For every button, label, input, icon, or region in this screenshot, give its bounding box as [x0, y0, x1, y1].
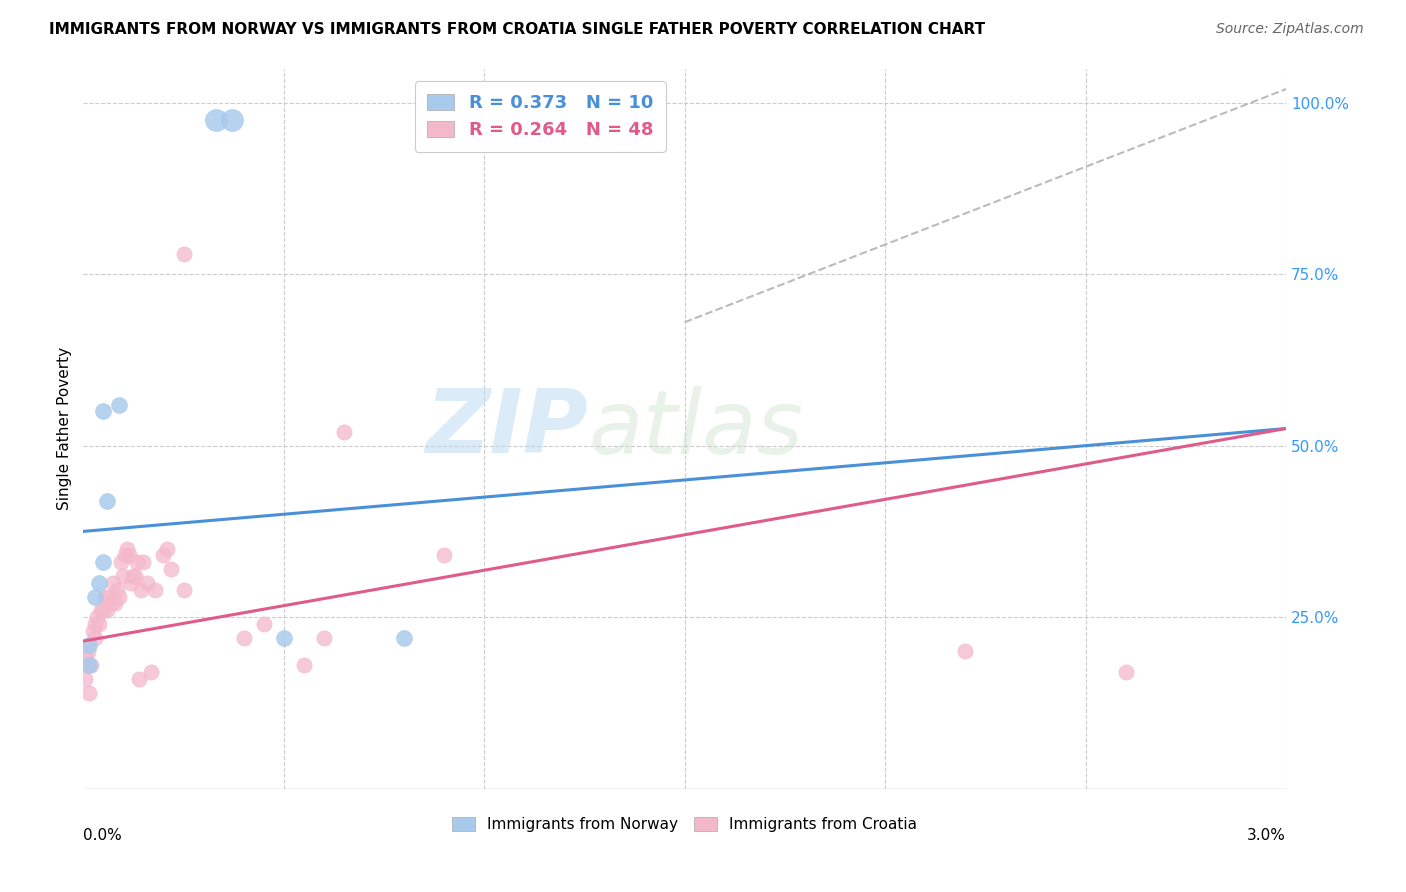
Point	[84, 617, 107, 632]
Point	[80, 658, 103, 673]
Point	[105, 582, 128, 597]
Point	[433, 549, 456, 563]
Point	[112, 569, 135, 583]
Point	[118, 549, 141, 563]
Text: 0.0%: 0.0%	[83, 828, 122, 843]
Point	[273, 631, 295, 645]
Point	[82, 624, 104, 638]
Point	[253, 617, 276, 632]
Point	[392, 631, 415, 645]
Point	[84, 631, 107, 645]
Point	[91, 404, 114, 418]
Point	[117, 541, 139, 556]
Point	[132, 555, 155, 569]
Point	[89, 617, 111, 632]
Point	[160, 562, 183, 576]
Point	[104, 596, 127, 610]
Point	[152, 549, 174, 563]
Point	[84, 590, 107, 604]
Point	[76, 651, 98, 665]
Point	[77, 644, 100, 658]
Point	[79, 658, 101, 673]
Point	[122, 569, 145, 583]
Point	[141, 665, 163, 679]
Legend: Immigrants from Norway, Immigrants from Croatia: Immigrants from Norway, Immigrants from …	[446, 811, 922, 838]
Point	[98, 590, 121, 604]
Point	[79, 638, 101, 652]
Point	[173, 246, 195, 260]
Point	[136, 575, 159, 590]
Point	[1115, 665, 1137, 679]
Point	[955, 644, 977, 658]
Point	[76, 658, 98, 673]
Point	[120, 575, 142, 590]
Point	[96, 603, 118, 617]
Point	[127, 555, 149, 569]
Point	[145, 582, 167, 597]
Point	[86, 610, 108, 624]
Text: atlas: atlas	[589, 385, 803, 472]
Point	[103, 575, 125, 590]
Point	[91, 555, 114, 569]
Point	[124, 569, 146, 583]
Text: 3.0%: 3.0%	[1247, 828, 1286, 843]
Point	[75, 672, 97, 686]
Point	[114, 549, 136, 563]
Point	[89, 575, 111, 590]
Point	[128, 672, 150, 686]
Point	[96, 493, 118, 508]
Point	[221, 112, 243, 127]
Point	[79, 685, 101, 699]
Point	[108, 590, 131, 604]
Point	[232, 631, 254, 645]
Text: Source: ZipAtlas.com: Source: ZipAtlas.com	[1216, 22, 1364, 37]
Point	[94, 590, 117, 604]
Point	[156, 541, 179, 556]
Point	[108, 398, 131, 412]
Text: IMMIGRANTS FROM NORWAY VS IMMIGRANTS FROM CROATIA SINGLE FATHER POVERTY CORRELAT: IMMIGRANTS FROM NORWAY VS IMMIGRANTS FRO…	[49, 22, 986, 37]
Point	[312, 631, 335, 645]
Point	[292, 658, 315, 673]
Y-axis label: Single Father Poverty: Single Father Poverty	[58, 347, 72, 510]
Point	[91, 603, 114, 617]
Point	[333, 425, 356, 439]
Point	[90, 603, 112, 617]
Text: ZIP: ZIP	[426, 385, 589, 472]
Point	[131, 582, 153, 597]
Point	[173, 582, 195, 597]
Point	[100, 596, 122, 610]
Point	[110, 555, 132, 569]
Point	[204, 112, 226, 127]
